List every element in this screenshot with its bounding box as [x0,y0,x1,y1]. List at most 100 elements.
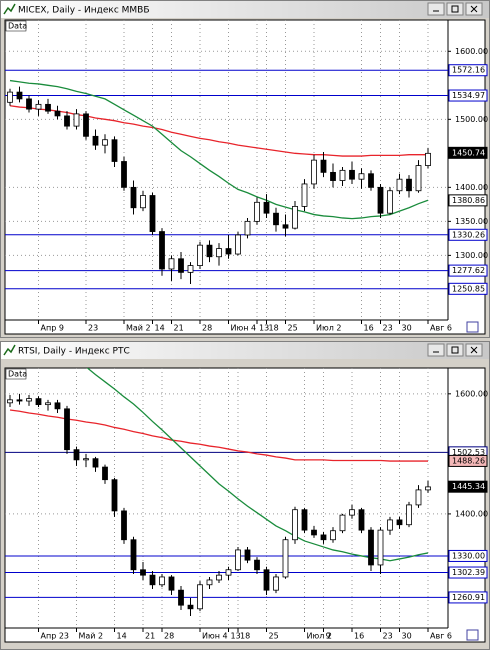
candle-body [92,458,99,468]
candle-body [415,489,422,506]
x-tick-label: 13 [259,324,269,333]
level-label: 1502.53 [452,448,485,457]
window-button-icon [451,346,459,354]
candle-body [292,509,298,541]
candle-body [168,576,175,591]
x-tick-label: Апр 9 [41,324,64,333]
price-label: 1450.74 [452,148,485,157]
y-tick-label: 1350.00 [455,217,488,226]
window-button-min[interactable] [427,2,445,16]
candle-body [235,234,241,255]
candle-body [377,186,384,214]
window-button-min[interactable] [427,343,445,357]
price-label: 1488.26 [452,456,485,465]
window-button-icon [470,346,478,354]
x-tick-label: Июн 4 [231,324,257,333]
x-tick-label: 30 [402,632,412,641]
candle-body [83,458,89,461]
candle-body [263,569,270,591]
window-button-max[interactable] [446,2,464,16]
candle-body [415,165,422,192]
price-label-box [448,454,488,467]
candle-body [54,110,61,117]
x-tick-label: 28 [164,632,174,641]
window-icon [3,344,16,356]
level-label-box [448,566,488,579]
x-tick-label: 14 [117,632,127,641]
candle-body [140,569,146,576]
window-title: MICEX, Daily - Индекс ММВБ [18,6,150,16]
x-tick-label: 13 [231,632,241,641]
candle-body [282,539,289,578]
y-tick-label: 1600.00 [455,47,488,56]
candle-body [45,402,51,406]
moving-average [9,105,428,157]
y-tick-label: 1400.00 [455,509,488,518]
candle-body [425,152,431,166]
x-tick-label: Авг 6 [430,324,452,333]
scroll-button[interactable] [466,321,479,333]
candle-body [16,91,23,100]
price-label: 1445.34 [452,482,485,491]
window-button-icon [451,5,459,13]
level-label: 1330.26 [452,230,485,239]
level-label-box [448,282,488,295]
y-tick-label: 1600.00 [455,389,488,398]
candle-body [206,579,213,586]
candle-body [339,169,346,181]
candle-body [349,509,355,516]
candle-body [130,186,137,209]
candle-body [45,103,51,112]
scroll-button[interactable] [466,629,479,641]
candle-body [83,113,89,137]
candle-body [92,135,99,146]
window-icon [3,3,16,15]
title-bar [1,342,489,359]
x-tick-label: Июл 2 [316,324,341,333]
window-button-max[interactable] [446,343,464,357]
candle-body [235,549,241,571]
candle-body [254,559,260,571]
candle-body [35,398,42,406]
x-tick-label: 30 [402,324,412,333]
x-tick-label: Июн 4 [202,632,228,641]
candle-body [225,248,232,255]
x-tick-label: 14 [155,324,165,333]
candle-body [244,220,251,236]
candle-body [121,510,127,541]
candle-body [387,190,393,214]
x-tick-label: 28 [202,324,212,333]
candle-body [7,91,13,103]
title-bar [1,1,489,18]
level-label: 1534.97 [452,91,485,100]
candle-body [16,399,23,402]
candle-body [206,244,213,258]
price-label-box [448,194,488,207]
candle-body [130,539,137,571]
x-tick-label: 21 [145,632,155,641]
candle-body [368,529,374,566]
x-tick-label: 25 [288,324,298,333]
level-label-box [448,89,488,102]
candle-body [225,569,232,576]
candle-body [64,115,70,127]
candle-body [406,504,412,526]
candle-body [178,258,184,273]
x-tick-label: Май 2 [126,324,151,333]
plot [5,69,448,290]
candle-body [102,466,108,481]
x-tick-label: 16 [364,324,374,333]
x-tick-label: 18 [240,632,250,641]
candle-body [159,576,165,586]
corner-label: Data [8,370,27,379]
price-label-box [448,146,488,159]
candle-body [73,113,80,127]
moving-average [9,409,428,462]
level-label-box [448,264,488,277]
candle-body [73,449,80,461]
level-label: 1302.39 [452,568,485,577]
candle-body [339,514,346,532]
candle-body [292,205,298,229]
plot-area [4,19,486,335]
level-label-box [448,591,488,604]
